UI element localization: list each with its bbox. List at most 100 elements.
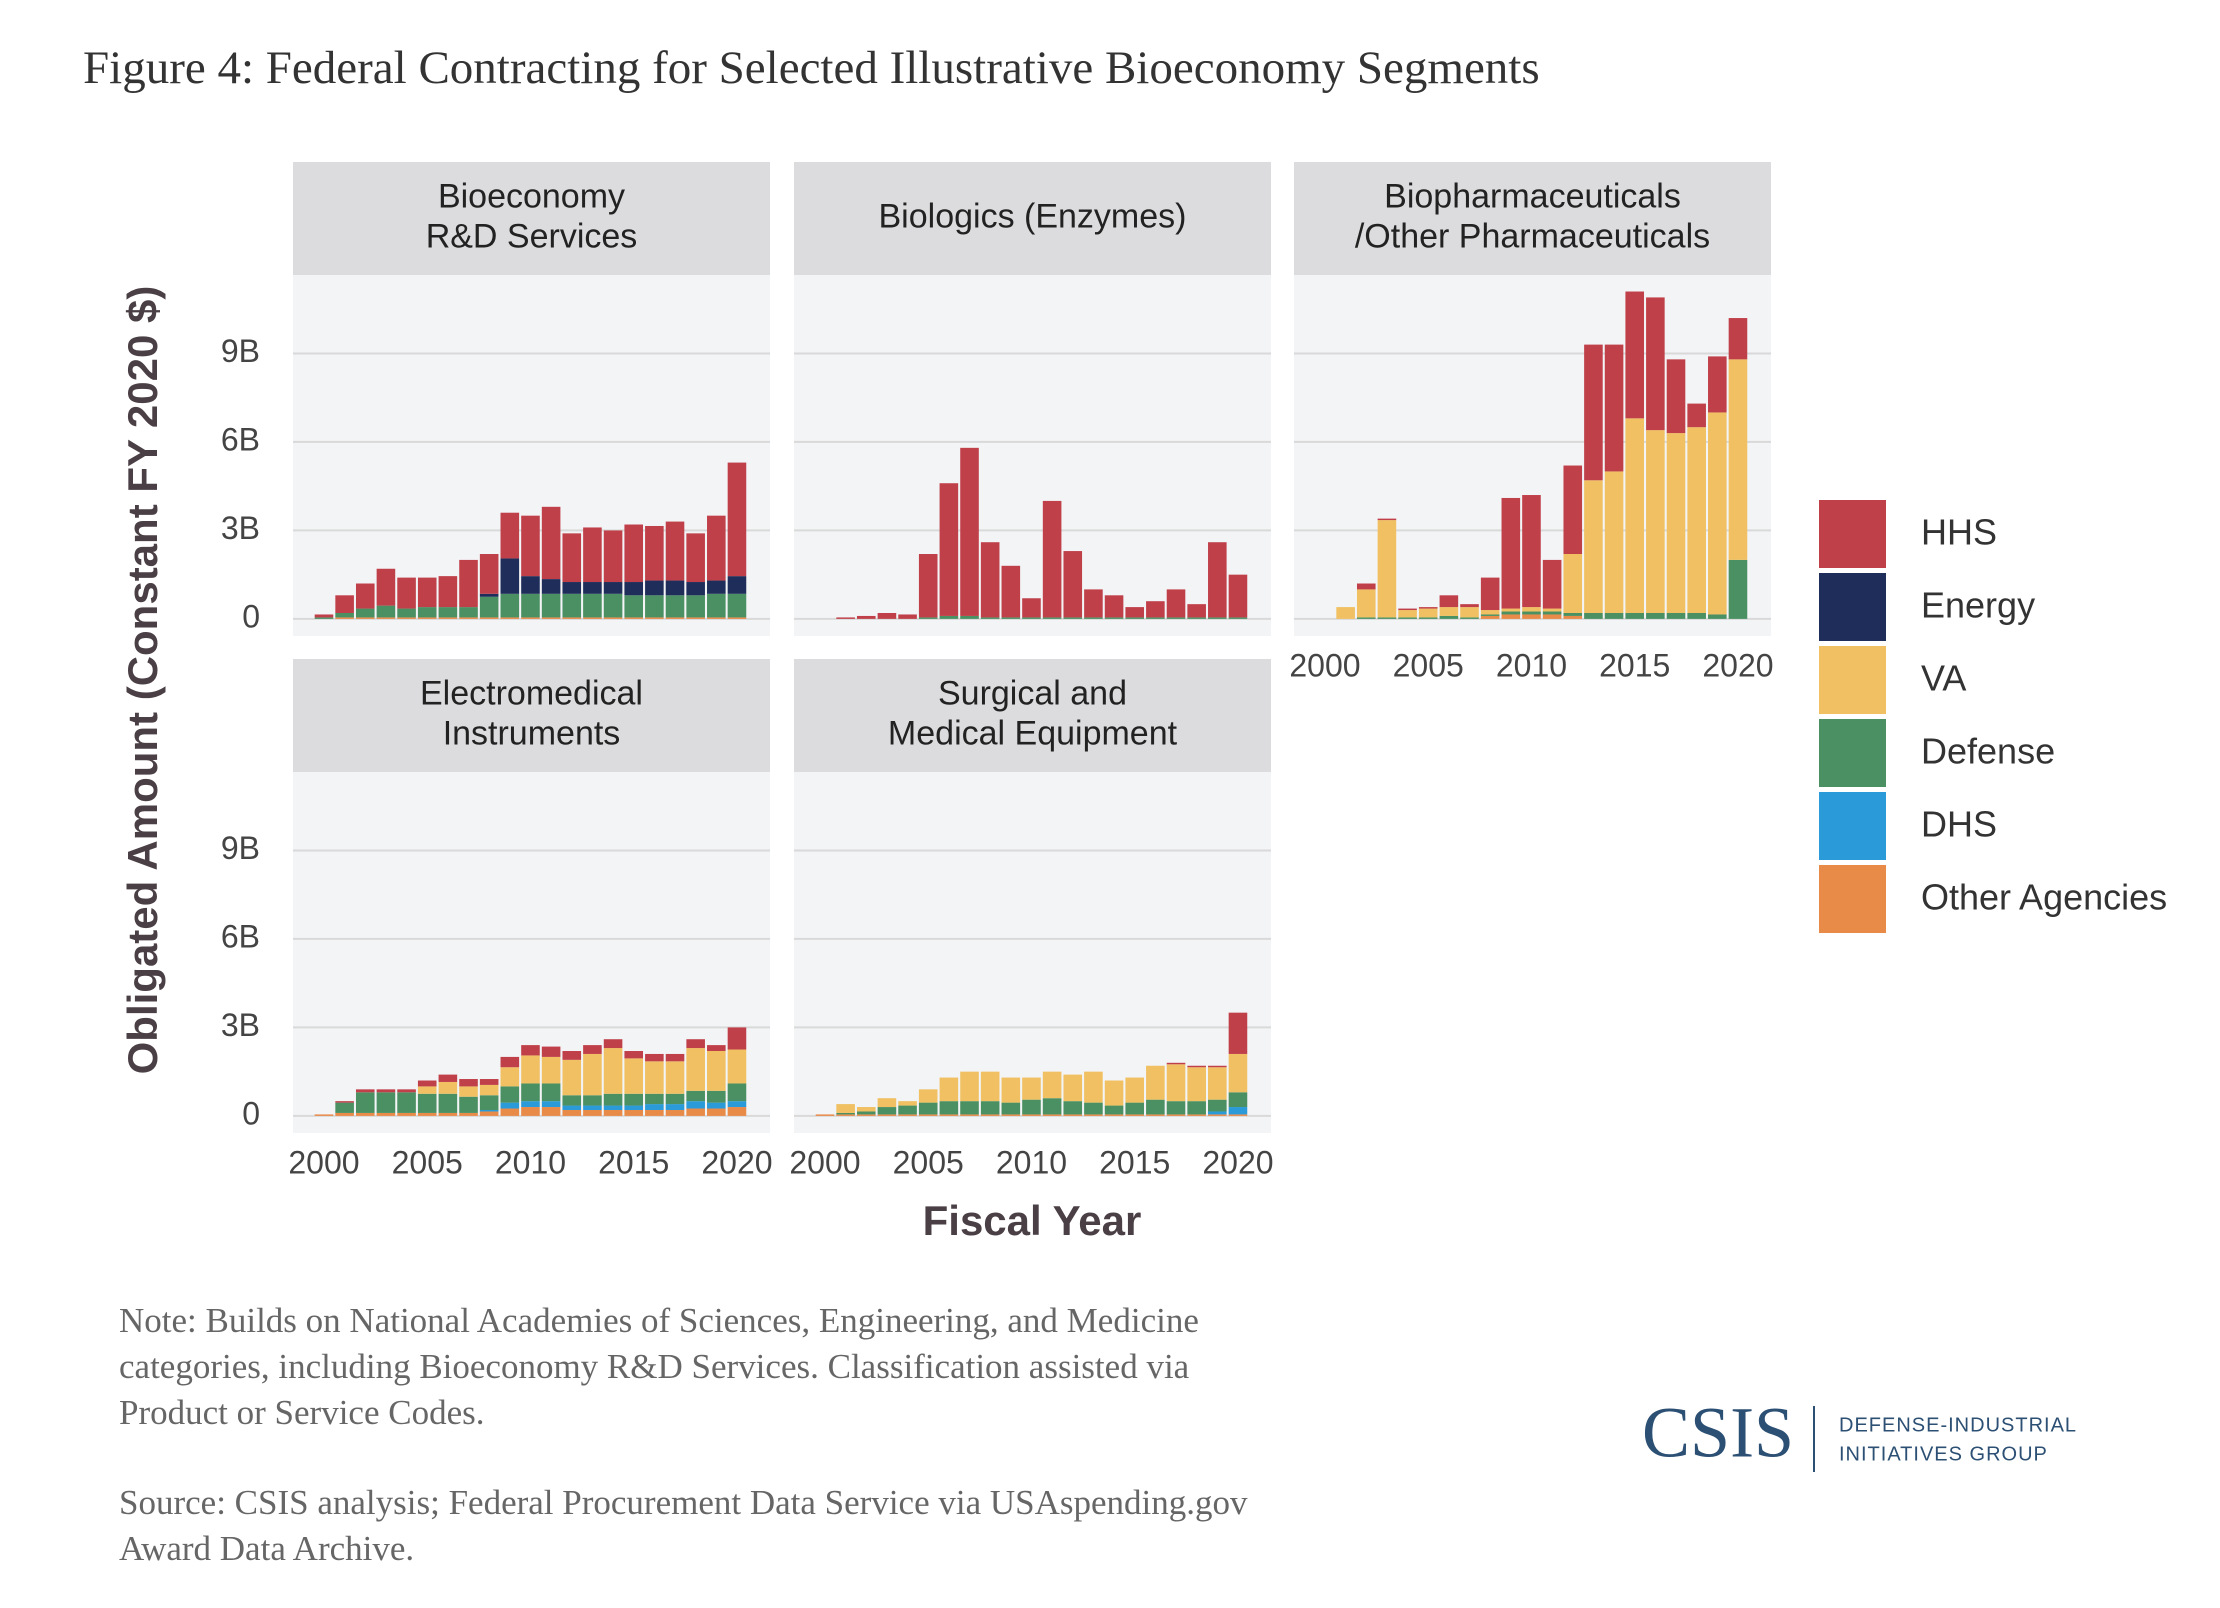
bar-segment [1228,1114,1248,1116]
bar-segment [1398,608,1417,611]
bar-segment [836,1114,855,1116]
bar-segment [980,617,1000,619]
bar-segment [521,576,540,594]
bar-segment [562,1109,582,1116]
bar-segment [376,1089,396,1093]
bar-segment [459,1112,478,1116]
bar-segment [479,1084,499,1096]
bar-segment [541,593,561,618]
bar-segment [918,554,938,618]
bar-segment [665,1061,685,1094]
legend-label: Energy [1921,585,2035,626]
bar-segment [624,1105,644,1110]
bar-segment [1166,617,1186,619]
bar-segment [727,617,747,619]
bar-segment [479,596,499,618]
bar-segment [1146,1099,1165,1115]
x-tick-label: 2010 [495,1144,566,1180]
legend-label: DHS [1921,804,1997,845]
bar-segment [727,1083,747,1102]
bar-segment [1187,604,1206,618]
bar-segment [1166,589,1186,618]
bar-segment [1522,611,1541,615]
bar-segment [727,593,747,618]
y-tick-label: 6B [221,421,260,457]
bar-segment [1022,1077,1041,1100]
bar-segment [686,533,705,583]
x-tick-label: 2005 [392,1144,463,1180]
legend-swatch [1819,573,1886,641]
bar-segment [417,1080,437,1087]
bar-segment [479,554,499,594]
bar-segment [707,593,726,618]
bar-segment [856,1111,876,1115]
bar-segment [1522,607,1541,612]
bar-segment [479,593,499,597]
bar-segment [1542,611,1562,615]
legend-swatch [1819,865,1886,933]
bar-segment [335,1101,354,1103]
bar-segment [707,1090,726,1103]
bar-segment [1187,1065,1206,1068]
bar-segment [500,1056,520,1068]
strip-title: Bioeconomy [438,177,625,215]
bar-segment [1542,608,1562,612]
bar-segment [1418,607,1438,609]
x-tick-label: 2015 [1599,647,1670,683]
bar-segment [1022,1114,1041,1116]
bar-segment [521,515,540,577]
strip-title: Instruments [443,714,621,752]
bar-segment [686,1048,705,1091]
bar-segment [960,447,979,616]
bar-segment [1042,1114,1062,1116]
bar-segment [856,1114,876,1116]
bar-segment [1228,1107,1248,1115]
bar-segment [521,1045,540,1056]
bar-segment [417,617,437,619]
bar-segment [960,1071,979,1102]
bar-segment [1208,1067,1227,1100]
bar-segment [1001,617,1021,619]
bar-segment [856,1107,876,1112]
bar-segment [686,617,705,619]
bar-segment [1063,1074,1083,1102]
x-tick-label: 2005 [893,1144,964,1180]
x-tick-label: 2010 [1496,647,1567,683]
bar-segment [665,580,685,596]
bar-segment [603,1039,623,1049]
bar-segment [541,617,561,619]
bar-segment [624,617,644,619]
bar-segment [727,462,747,577]
bar-segment [1460,604,1479,608]
bar-segment [727,1027,747,1050]
bar-segment [376,1092,396,1113]
bar-segment [459,1086,478,1097]
bar-segment [355,583,375,609]
bar-segment [583,1053,602,1096]
bar-segment [500,512,520,559]
legend-swatch [1819,500,1886,568]
bar-segment [1001,1114,1021,1116]
y-tick-label: 3B [221,1007,260,1043]
bar-segment [1042,1071,1062,1099]
bar-segment [1728,559,1748,619]
bar-segment [1208,1065,1227,1068]
bar-segment [1418,617,1438,619]
bar-segment [645,1093,664,1105]
legend: HHS Energy VA Defense DHS Other Agencies [1819,500,2167,933]
bar-segment [1439,615,1459,619]
bar-segment [836,1104,855,1113]
bar-segment [500,558,520,594]
figure-title: Figure 4: Federal Contracting for Select… [83,42,1540,94]
y-axis-label: Obligated Amount (Constant FY 2020 $) [119,286,166,1075]
bar-segment [1687,612,1706,619]
bar-segment [898,1101,917,1106]
bar-segment [335,617,354,619]
bar-segment [1439,607,1459,616]
bar-segment [397,1089,416,1093]
note-line: categories, including Bioeconomy R&D Ser… [119,1347,1190,1386]
bar-segment [1646,430,1665,613]
strip [794,162,1271,275]
x-tick-label: 2000 [789,1144,860,1180]
bar-segment [1604,344,1624,472]
